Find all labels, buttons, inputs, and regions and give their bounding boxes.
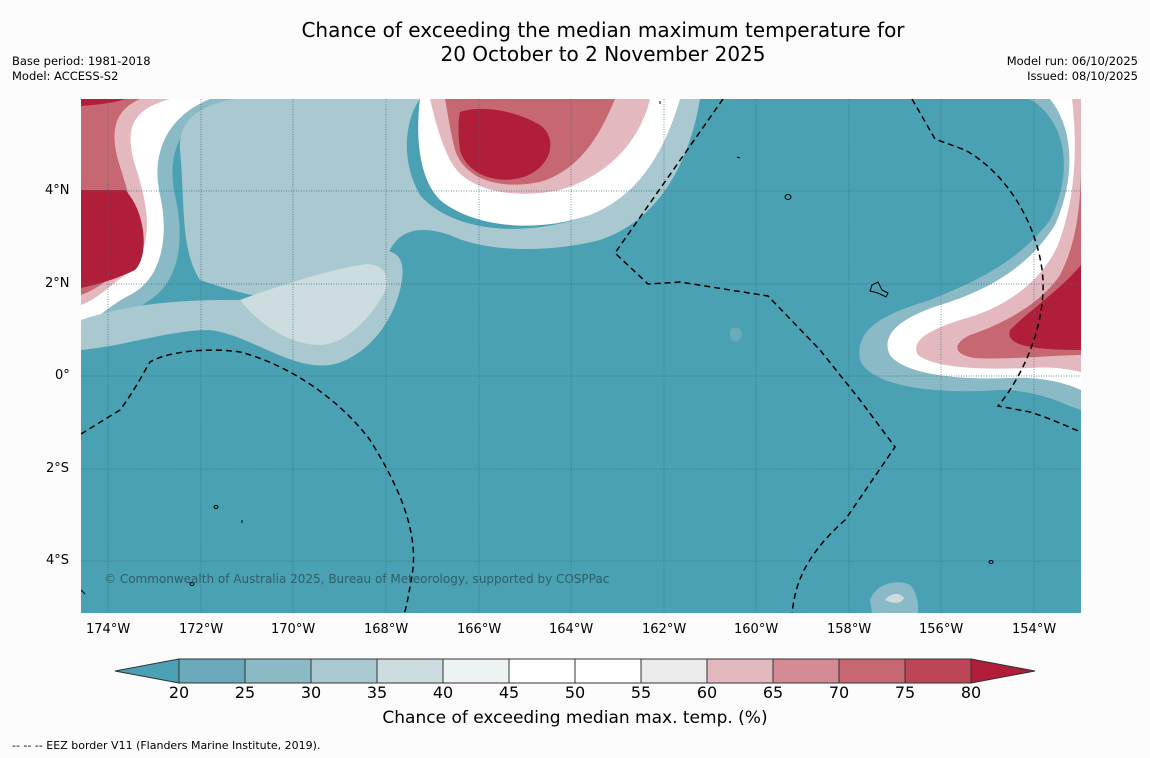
islands [81, 101, 994, 595]
neutral-patch-west [240, 264, 388, 345]
lat-tick-label: 2°N [45, 276, 70, 291]
lat-tick-label: 0° [55, 368, 70, 383]
eez-border [81, 99, 1081, 613]
lat-tick-label: 4°N [45, 183, 70, 198]
lon-tick-label: 170°W [271, 622, 316, 637]
colorbar-segment [904, 658, 972, 684]
base-period-info: Base period: 1981-2018 Model: ACCESS-S2 [12, 54, 151, 84]
neutral-band-north [179, 99, 700, 300]
colorbar-segment [178, 658, 246, 684]
model-run-text: Model run: 06/10/2025 [1006, 54, 1138, 68]
colorbar-tick-label: 50 [564, 683, 586, 702]
colorbar [114, 658, 1036, 684]
lon-tick-label: 154°W [1012, 622, 1057, 637]
colorbar-segment [376, 658, 444, 684]
warm-region-northwest [81, 190, 144, 288]
graticule [81, 99, 1081, 613]
colorbar-segment [706, 658, 774, 684]
lon-tick-label: 160°W [734, 622, 779, 637]
model-text: Model: ACCESS-S2 [12, 69, 119, 83]
colorbar-segment [508, 658, 576, 684]
colorbar-tick-label: 60 [696, 683, 718, 702]
colorbar-max-arrow [970, 658, 1036, 684]
neutral-patch-center [730, 327, 743, 342]
colorbar-tick-label: 70 [828, 683, 850, 702]
colorbar-segment [574, 658, 642, 684]
colorbar-segment [310, 658, 378, 684]
colorbar-tick-label: 40 [432, 683, 454, 702]
colorbar-tick-label: 80 [960, 683, 982, 702]
warm-region-east [1009, 265, 1081, 350]
lon-tick-label: 162°W [642, 622, 687, 637]
lat-tick-label: 2°S [46, 461, 70, 476]
lon-tick-label: 156°W [919, 622, 964, 637]
issued-text: Issued: 08/10/2025 [1027, 69, 1138, 83]
colorbar-segment [640, 658, 708, 684]
eez-footnote: -- -- -- EEZ border V11 (Flanders Marine… [12, 739, 321, 752]
model-run-info: Model run: 06/10/2025 Issued: 08/10/2025 [1007, 54, 1138, 84]
colorbar-tick-label: 75 [894, 683, 916, 702]
title-line-2: 20 October to 2 November 2025 [440, 42, 766, 66]
title-line-1: Chance of exceeding the median maximum t… [301, 18, 905, 42]
lon-tick-label: 164°W [549, 622, 594, 637]
warm-region-north [458, 108, 551, 180]
map-title: Chance of exceeding the median maximum t… [0, 18, 1150, 66]
colorbar-tick-label: 55 [630, 683, 652, 702]
colorbar-tick-label: 45 [498, 683, 520, 702]
colorbar-segment [442, 658, 510, 684]
lon-tick-label: 174°W [86, 622, 131, 637]
colorbar-tick-label: 35 [366, 683, 388, 702]
base-period-text: Base period: 1981-2018 [12, 54, 151, 68]
colorbar-tick-label: 30 [300, 683, 322, 702]
colorbar-segment [772, 658, 840, 684]
lon-tick-label: 168°W [364, 622, 409, 637]
lat-tick-label: 4°S [46, 553, 70, 568]
colorbar-segment [244, 658, 312, 684]
lon-tick-label: 158°W [827, 622, 872, 637]
colorbar-segment [838, 658, 906, 684]
lon-tick-label: 172°W [179, 622, 224, 637]
colorbar-min-arrow [114, 658, 180, 684]
map-area [81, 99, 1081, 613]
warm-region-northwest [81, 99, 125, 106]
colorbar-tick-label: 20 [168, 683, 190, 702]
lon-tick-label: 166°W [457, 622, 502, 637]
copyright-notice: © Commonwealth of Australia 2025, Bureau… [104, 572, 610, 586]
colorbar-label: Chance of exceeding median max. temp. (%… [382, 708, 768, 728]
colorbar-tick-label: 65 [762, 683, 784, 702]
colorbar-tick-label: 25 [234, 683, 256, 702]
neutral-patch-south [885, 594, 904, 603]
